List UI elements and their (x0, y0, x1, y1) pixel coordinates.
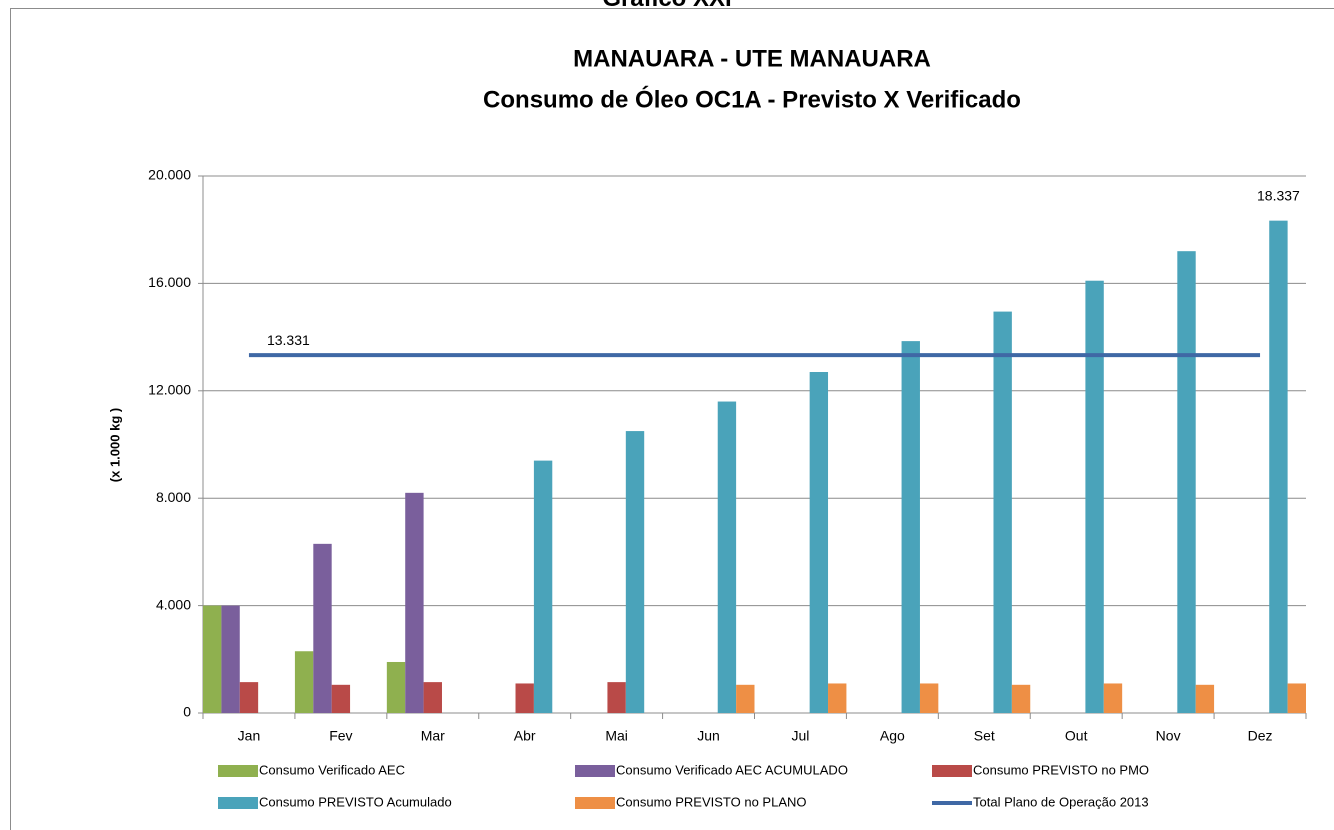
bar (294, 651, 314, 713)
legend-label: Consumo Verificado AEC (259, 762, 405, 777)
chart-subtitle: Consumo de Óleo OC1A - Previsto X Verifi… (483, 85, 1021, 113)
legend-label: Consumo PREVISTO no PMO (973, 762, 1149, 777)
x-tick-label: Ago (880, 728, 905, 744)
bar (717, 401, 737, 713)
bar (919, 683, 939, 713)
page-title: Gráfico XXI (602, 0, 731, 12)
chart-title: MANAUARA - UTE MANAUARA (573, 45, 931, 72)
x-tick-label: Jul (792, 728, 810, 744)
bar (993, 311, 1012, 713)
x-tick-label: Jan (238, 728, 261, 744)
legend-label: Consumo PREVISTO Acumulado (259, 794, 452, 809)
bar (1269, 220, 1288, 713)
x-tick-label: Nov (1156, 728, 1181, 744)
bar (1177, 251, 1196, 713)
x-tick-label: Jun (697, 728, 720, 744)
bar (1287, 683, 1306, 713)
bar (736, 684, 755, 713)
bar (1085, 280, 1104, 713)
legend-swatch (575, 765, 615, 777)
legend-swatch (575, 797, 615, 809)
y-tick-label: 8.000 (156, 489, 191, 505)
x-tick-label: Dez (1248, 728, 1273, 744)
bar (405, 492, 424, 713)
bar (1195, 684, 1215, 713)
x-tick-label: Abr (514, 728, 536, 744)
legend-label: Total Plano de Operação 2013 (973, 794, 1149, 809)
legend-label: Consumo Verificado AEC ACUMULADO (616, 762, 848, 777)
y-tick-label: 12.000 (148, 382, 191, 398)
bar (1011, 684, 1031, 713)
bar (901, 341, 920, 713)
bar (809, 372, 829, 713)
bar (515, 683, 534, 713)
legend-swatch (218, 765, 258, 777)
bar (331, 684, 351, 713)
bar (203, 605, 222, 713)
y-tick-label: 0 (183, 704, 191, 720)
x-tick-label: Out (1065, 728, 1088, 744)
y-tick-label: 20.000 (148, 167, 191, 183)
bar (625, 431, 645, 713)
bar (313, 543, 332, 713)
y-axis-label: (x 1.000 kg ) (107, 408, 122, 482)
legend-label: Consumo PREVISTO no PLANO (616, 794, 807, 809)
x-tick-label: Mar (421, 728, 445, 744)
bar (828, 683, 847, 713)
x-tick-label: Fev (329, 728, 352, 744)
bar (423, 682, 442, 713)
y-tick-label: 4.000 (156, 596, 191, 612)
bar (221, 605, 240, 713)
legend-swatch (932, 765, 972, 777)
bar (239, 682, 259, 713)
data-label: 13.331 (267, 332, 310, 348)
bar (607, 682, 626, 713)
bar (1103, 683, 1123, 713)
y-tick-label: 16.000 (148, 274, 191, 290)
x-tick-label: Mai (605, 728, 628, 744)
bar (386, 661, 406, 713)
bar (533, 460, 553, 713)
data-label: 18.337 (1257, 187, 1300, 203)
legend-swatch (218, 797, 258, 809)
x-tick-label: Set (974, 728, 995, 744)
